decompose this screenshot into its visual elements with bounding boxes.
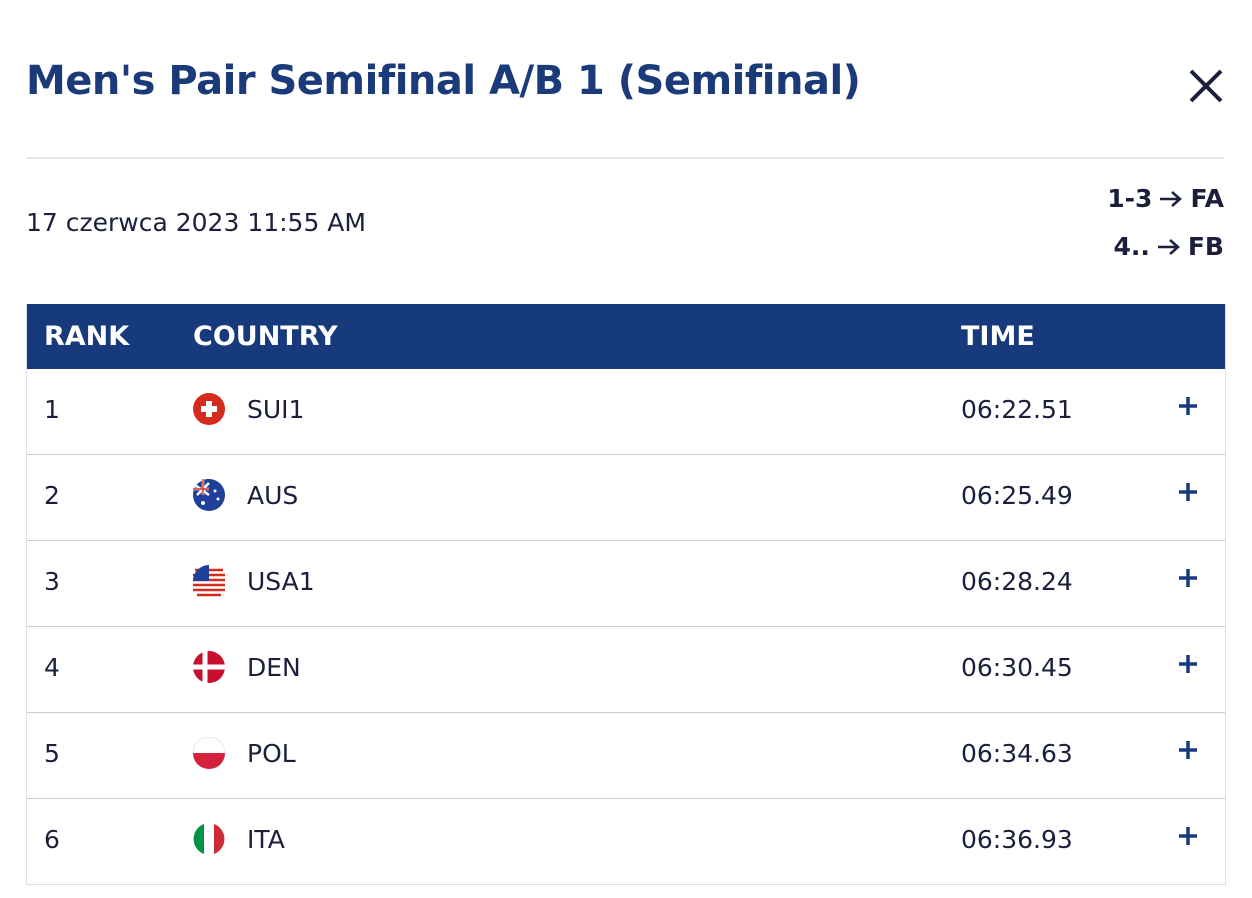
country: USA1	[247, 567, 315, 596]
time: 06:28.24	[961, 567, 1073, 596]
country: AUS	[247, 481, 299, 510]
progression-from: 4..	[1113, 232, 1150, 261]
rank: 3	[44, 567, 60, 596]
rank: 5	[44, 739, 60, 768]
table-row: 1 SUI1 06:22.51	[27, 369, 1225, 455]
country: SUI1	[247, 395, 305, 424]
progression-from: 1-3	[1107, 184, 1153, 213]
rank: 4	[44, 653, 60, 682]
expand-button[interactable]	[1177, 481, 1199, 503]
divider	[26, 157, 1224, 159]
progression-rule: 4.. FB	[1113, 232, 1224, 261]
flag-icon	[193, 651, 225, 683]
flag-icon	[193, 737, 225, 769]
table-row: 4 DEN 06:30.45	[27, 627, 1225, 713]
table-row: 2 AUS 06:25.49	[27, 455, 1225, 541]
table-row: 5 POL 06:34.63	[27, 713, 1225, 799]
country: DEN	[247, 653, 301, 682]
close-button[interactable]	[1188, 68, 1224, 104]
time: 06:25.49	[961, 481, 1073, 510]
time: 06:22.51	[961, 395, 1073, 424]
rank: 2	[44, 481, 60, 510]
progression-to: FB	[1187, 232, 1224, 261]
progression-rule: 1-3 FA	[1107, 184, 1224, 213]
table-header: RANK COUNTRY TIME	[27, 304, 1225, 369]
table-row: 3 USA1 06:28.24	[27, 541, 1225, 627]
column-header: COUNTRY	[193, 321, 338, 352]
table-row: 6 ITA 06:36.93	[27, 799, 1225, 884]
rank: 6	[44, 825, 60, 854]
arrow-icon	[1160, 190, 1183, 207]
expand-button[interactable]	[1177, 395, 1199, 417]
country: POL	[247, 739, 296, 768]
expand-button[interactable]	[1177, 653, 1199, 675]
results-table: RANK COUNTRY TIME 1 SUI1 06:22.51 2 AUS 06:25.4…	[26, 304, 1226, 885]
expand-button[interactable]	[1177, 825, 1199, 847]
arrow-icon	[1157, 238, 1180, 255]
column-header: TIME	[961, 321, 1035, 352]
time: 06:36.93	[961, 825, 1073, 854]
time: 06:34.63	[961, 739, 1073, 768]
expand-button[interactable]	[1177, 567, 1199, 589]
flag-icon	[193, 565, 225, 597]
flag-icon	[193, 823, 225, 855]
progression-to: FA	[1190, 184, 1224, 213]
date: 17 czerwca 2023 11:55 AM	[26, 208, 366, 237]
title: Men's Pair Semifinal A/B 1 (Semifinal)	[26, 58, 861, 104]
column-header: RANK	[44, 321, 130, 352]
flag-icon	[193, 479, 225, 511]
time: 06:30.45	[961, 653, 1073, 682]
country: ITA	[247, 825, 285, 854]
expand-button[interactable]	[1177, 739, 1199, 761]
rank: 1	[44, 395, 60, 424]
flag-icon	[193, 393, 225, 425]
